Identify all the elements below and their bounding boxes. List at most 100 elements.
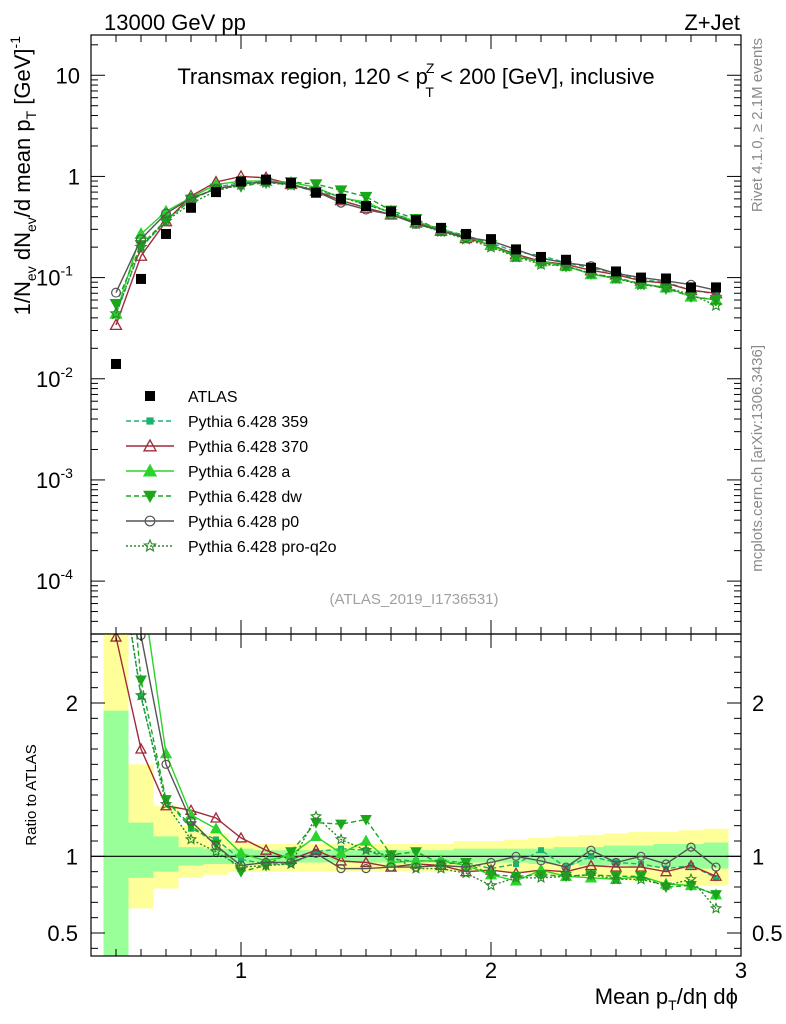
analysis-id: (ATLAS_2019_I1736531) xyxy=(329,591,498,608)
ratio-series-5 xyxy=(111,529,723,914)
series-point xyxy=(186,193,197,204)
data-point xyxy=(261,174,271,185)
ratio-point xyxy=(309,810,323,822)
ratio-point xyxy=(209,811,223,823)
ratio-point xyxy=(486,857,496,868)
ratio-point xyxy=(284,857,298,870)
ratio-line xyxy=(136,634,717,896)
legend-marker xyxy=(143,490,157,504)
ratio-point xyxy=(159,797,173,810)
ratio-point xyxy=(636,851,646,861)
ratio-point xyxy=(111,529,121,538)
series-line xyxy=(115,181,717,305)
data-point xyxy=(361,201,371,212)
main-panel: 10-4 10-3 10-2 10-1 1 10 Transmax region, 120… xyxy=(7,34,742,635)
ratio-point xyxy=(135,675,147,687)
series-point xyxy=(134,240,148,253)
legend-label: Pythia 6.428 370 xyxy=(188,439,308,456)
ratio-point xyxy=(559,869,573,882)
ratio-point xyxy=(309,830,323,842)
ratio-point xyxy=(136,575,146,584)
band-green xyxy=(103,710,129,956)
rivet-label: Rivet 4.1.0, ≥ 2.1M events xyxy=(749,38,766,212)
ratio-point xyxy=(459,866,473,879)
ratio-point xyxy=(386,862,396,872)
data-point xyxy=(161,228,171,239)
data-point xyxy=(636,272,646,283)
ratio-point xyxy=(234,860,248,873)
process-label: Z+Jet xyxy=(684,10,740,35)
ratio-point xyxy=(713,874,719,881)
ratio-point xyxy=(659,865,673,877)
series-line xyxy=(115,175,717,326)
ratio-point xyxy=(634,872,648,885)
mcplots-label: mcplots.cern.ch [arXiv:1306.3436] xyxy=(749,345,766,572)
ratio-point xyxy=(588,853,594,860)
data-point xyxy=(411,215,421,226)
ratio-point xyxy=(684,859,698,871)
ratio-point xyxy=(285,847,297,858)
ratio-point xyxy=(111,529,121,538)
ratio-point xyxy=(134,742,148,754)
ratio-point xyxy=(186,816,196,826)
y-tick-label: 10-2 xyxy=(36,364,73,392)
ratio-point xyxy=(584,868,598,880)
legend-entry: Pythia 6.428 p0 xyxy=(126,514,299,531)
legend-label: Pythia 6.428 p0 xyxy=(188,514,299,531)
data-point xyxy=(661,273,671,284)
y-tick-label: 10-4 xyxy=(36,566,73,594)
series-line xyxy=(115,181,717,315)
legend-marker xyxy=(146,417,154,425)
legend-marker xyxy=(142,463,158,477)
ratio-tick-label-right: 2 xyxy=(752,691,764,716)
ratio-point xyxy=(610,871,622,883)
series-point xyxy=(159,214,173,227)
data-point xyxy=(386,206,396,217)
ratio-point xyxy=(111,408,121,417)
ratio-point xyxy=(161,759,171,769)
ratio-point xyxy=(359,843,373,856)
ratio-point xyxy=(635,871,647,883)
x-axis-label: Mean pT/dη dϕ xyxy=(595,984,738,1013)
y-tick-label: 10-3 xyxy=(36,465,73,493)
ratio-point xyxy=(359,856,373,868)
ratio-point xyxy=(334,833,348,845)
ratio-point xyxy=(209,845,223,857)
series-point xyxy=(134,249,148,261)
ratio-point xyxy=(410,847,422,858)
ratio-series-0 xyxy=(113,531,719,881)
plot-title-before: Transmax region, 120 < p xyxy=(177,64,428,89)
plot-title-sup: Z xyxy=(426,60,435,76)
ratio-point xyxy=(711,862,721,872)
series-point xyxy=(110,287,121,298)
legend-label: Pythia 6.428 359 xyxy=(188,414,308,431)
data-point xyxy=(711,282,721,293)
ratio-point xyxy=(434,862,448,874)
ratio-tick-label: 1 xyxy=(66,844,78,869)
series-atlas xyxy=(111,174,721,369)
y-tick-label: 1 xyxy=(68,164,80,189)
series-line xyxy=(115,181,717,314)
series-pythia-6-428-p0 xyxy=(110,176,721,298)
data-point xyxy=(186,202,196,213)
ratio-point xyxy=(211,840,221,851)
ratio-point xyxy=(184,833,198,845)
series-point xyxy=(109,306,123,320)
ratio-point xyxy=(513,861,519,867)
ratio-point xyxy=(234,846,248,858)
ratio-point xyxy=(259,859,273,871)
y-tick-label: 10-1 xyxy=(36,263,73,291)
plot-title-sub: T xyxy=(425,84,434,100)
ratio-point xyxy=(313,848,319,855)
legend-label: Pythia 6.428 pro-q2o xyxy=(188,539,337,556)
series-point xyxy=(509,250,523,263)
ratio-tick-label-right: 0.5 xyxy=(752,921,783,946)
ratio-point xyxy=(484,879,498,891)
ratio-y-axis: 0.5 0.5 1 1 2 2 xyxy=(47,641,783,949)
series-pythia-6-428-pro-q2o xyxy=(109,175,723,320)
y-axis-label: 1/Nev dNev/d mean pT [GeV]-1 xyxy=(7,36,39,316)
ratio-point xyxy=(113,531,119,537)
band-green xyxy=(703,842,729,869)
band-green xyxy=(553,847,579,864)
data-point xyxy=(486,234,496,245)
